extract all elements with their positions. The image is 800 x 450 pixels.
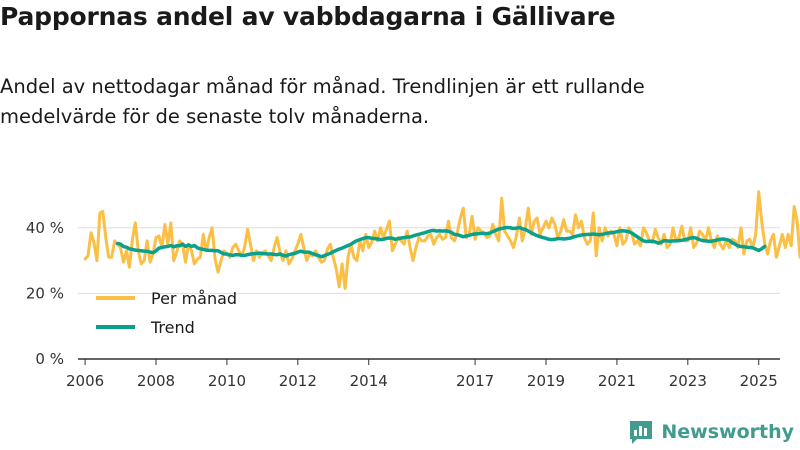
x-tick-label: 2014 xyxy=(350,372,388,390)
y-tick-label: 0 % xyxy=(35,350,64,368)
legend-label-trend: Trend xyxy=(150,318,195,337)
x-tick-label: 2006 xyxy=(66,372,104,390)
x-tick-label: 2021 xyxy=(598,372,636,390)
x-tick-label: 2023 xyxy=(669,372,707,390)
y-tick-label: 20 % xyxy=(26,284,64,302)
x-tick-label: 2025 xyxy=(740,372,778,390)
x-tick-label: 2019 xyxy=(527,372,565,390)
series-lines xyxy=(83,190,800,290)
line-chart: 0 % 20 % 40 % 2006 2008 2010 2012 2014 2017 2019… xyxy=(26,190,800,390)
chart-subtitle: Andel av nettodagar månad för månad. Tre… xyxy=(0,75,645,128)
legend-label-per-manad: Per månad xyxy=(151,289,237,308)
y-tick-label: 40 % xyxy=(26,219,64,237)
x-tick-label: 2017 xyxy=(456,372,494,390)
x-tick-label: 2008 xyxy=(137,372,175,390)
gridlines xyxy=(78,227,780,294)
x-axis: 2006 2008 2010 2012 2014 2017 2019 2021 2023 2025 xyxy=(66,358,780,390)
series-per-manad-line xyxy=(83,190,800,290)
series-trend-line xyxy=(115,225,767,259)
legend: Per månad Trend xyxy=(96,289,237,337)
x-tick-label: 2010 xyxy=(208,372,246,390)
bar-chart-icon xyxy=(630,421,653,444)
x-tick-label: 2012 xyxy=(279,372,317,390)
brand-name: Newsworthy xyxy=(661,421,794,443)
y-axis-ticks: 0 % 20 % 40 % xyxy=(26,219,64,368)
chart-title: Pappornas andel av vabbdagarna i Gälliva… xyxy=(0,2,616,31)
newsworthy-logo: Newsworthy xyxy=(628,418,794,446)
